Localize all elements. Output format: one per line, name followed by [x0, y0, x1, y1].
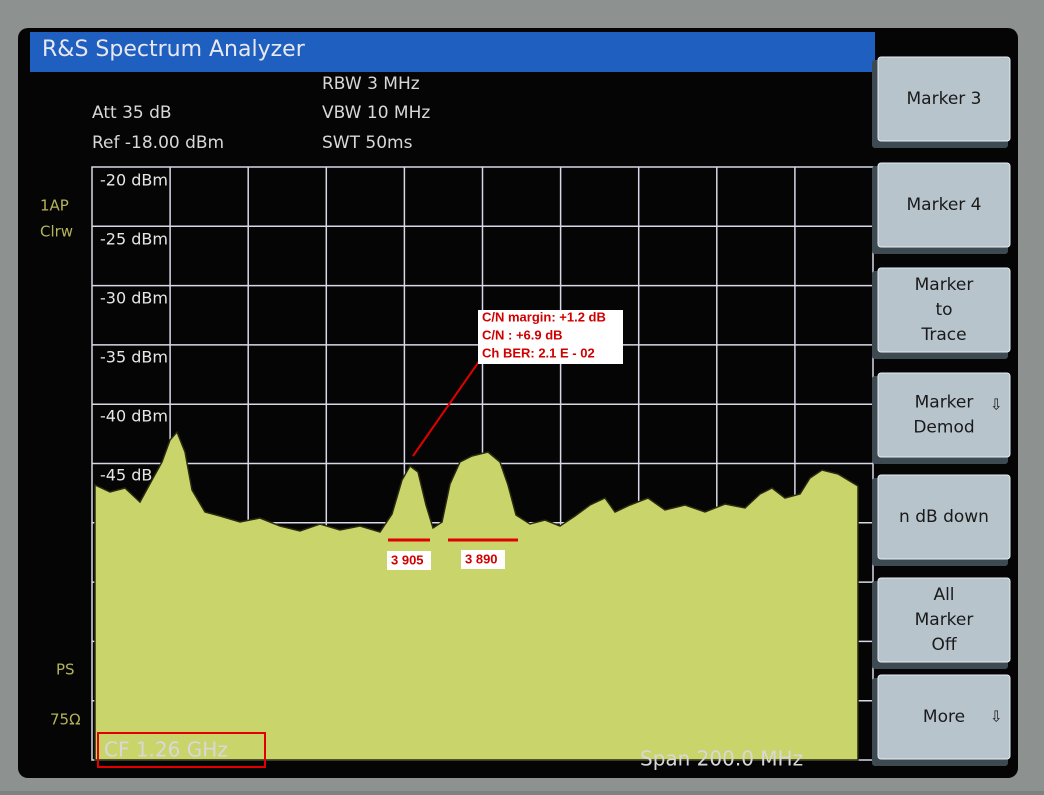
ref: Ref -18.00 dBm — [92, 133, 224, 153]
softkey[interactable]: Marker to Trace — [872, 267, 1011, 359]
ps-label: PS — [56, 661, 75, 679]
y-label-bg — [98, 348, 164, 368]
softkey-label: Demod — [913, 418, 974, 438]
rbw: RBW 3 MHz — [322, 74, 420, 94]
cf-highlight — [97, 732, 266, 768]
softkey-face[interactable] — [877, 577, 1011, 663]
vbw: VBW 10 MHz — [322, 103, 430, 123]
annotation-box — [478, 310, 623, 364]
softkey-face[interactable] — [877, 162, 1011, 248]
annotation-line: C/N : +6.9 dB — [482, 327, 563, 342]
softkey-label: Off — [931, 635, 957, 655]
softkey-label: More — [923, 707, 965, 727]
softkey[interactable]: n dB down — [872, 474, 1011, 566]
y-axis-label: -20 dBm — [100, 171, 168, 190]
center-frequency: CF 1.26 GHz — [104, 738, 228, 762]
marker-label: 3 905 — [391, 552, 424, 567]
mode-label: Clrw — [40, 223, 73, 241]
marker-label: 3 890 — [465, 551, 498, 566]
y-label-bg — [98, 230, 164, 250]
trace-label: 1AP — [40, 197, 69, 215]
impedance-label: 75Ω — [50, 711, 81, 729]
title-bar — [30, 32, 875, 72]
softkey-face[interactable] — [877, 674, 1011, 760]
swt: SWT 50ms — [322, 133, 413, 153]
softkey-label: Marker — [915, 610, 974, 630]
softkey-arrow: ⇩ — [990, 396, 1003, 414]
marker-box — [461, 550, 505, 569]
softkey-label: Marker — [915, 393, 974, 413]
softkey-label: Marker 4 — [907, 195, 982, 215]
annotation-pointer — [412, 359, 481, 457]
softkey-label: All — [933, 585, 954, 605]
softkey-label: Marker — [915, 275, 974, 295]
softkey-face[interactable] — [877, 267, 1011, 353]
y-label-bg — [98, 289, 164, 309]
softkey-arrow: ⇩ — [990, 708, 1003, 726]
softkey-face[interactable] — [877, 372, 1011, 458]
y-axis-label: -45 dB — [100, 466, 152, 485]
annotation-line: Ch BER: 2.1 E - 02 — [482, 345, 595, 360]
title: R&S Spectrum Analyzer — [42, 37, 306, 62]
softkey[interactable]: Marker 4 — [872, 162, 1011, 254]
softkey[interactable]: Marker Demod ⇩ — [872, 372, 1011, 464]
softkey-label: to — [935, 300, 952, 320]
att: Att 35 dB — [92, 103, 172, 123]
spectrum-trace — [94, 430, 859, 761]
softkey-face[interactable] — [877, 474, 1011, 560]
softkey-face[interactable] — [877, 56, 1011, 142]
softkey-label: Trace — [920, 325, 966, 345]
softkey-label: n dB down — [899, 507, 989, 527]
marker-box — [387, 551, 431, 570]
y-axis-label: -25 dBm — [100, 230, 168, 249]
softkey-label: Marker 3 — [907, 89, 982, 109]
y-label-bg — [98, 171, 164, 191]
y-label-bg — [98, 407, 164, 427]
span: Span 200.0 MHz — [640, 747, 803, 771]
softkey[interactable]: More ⇩ — [872, 674, 1011, 766]
y-axis-label: -40 dBm — [100, 407, 168, 426]
softkey[interactable]: Marker 3 — [872, 56, 1011, 148]
annotation-line: C/N margin: +1.2 dB — [482, 309, 606, 324]
softkeys: Marker 3 Marker 4 Marker to Trace Marker Demod… — [872, 56, 1011, 766]
y-label-bg — [98, 466, 164, 486]
y-axis-label: -35 dBm — [100, 348, 168, 367]
softkey[interactable]: All Marker Off — [872, 577, 1011, 669]
y-axis-label: -30 dBm — [100, 289, 168, 308]
